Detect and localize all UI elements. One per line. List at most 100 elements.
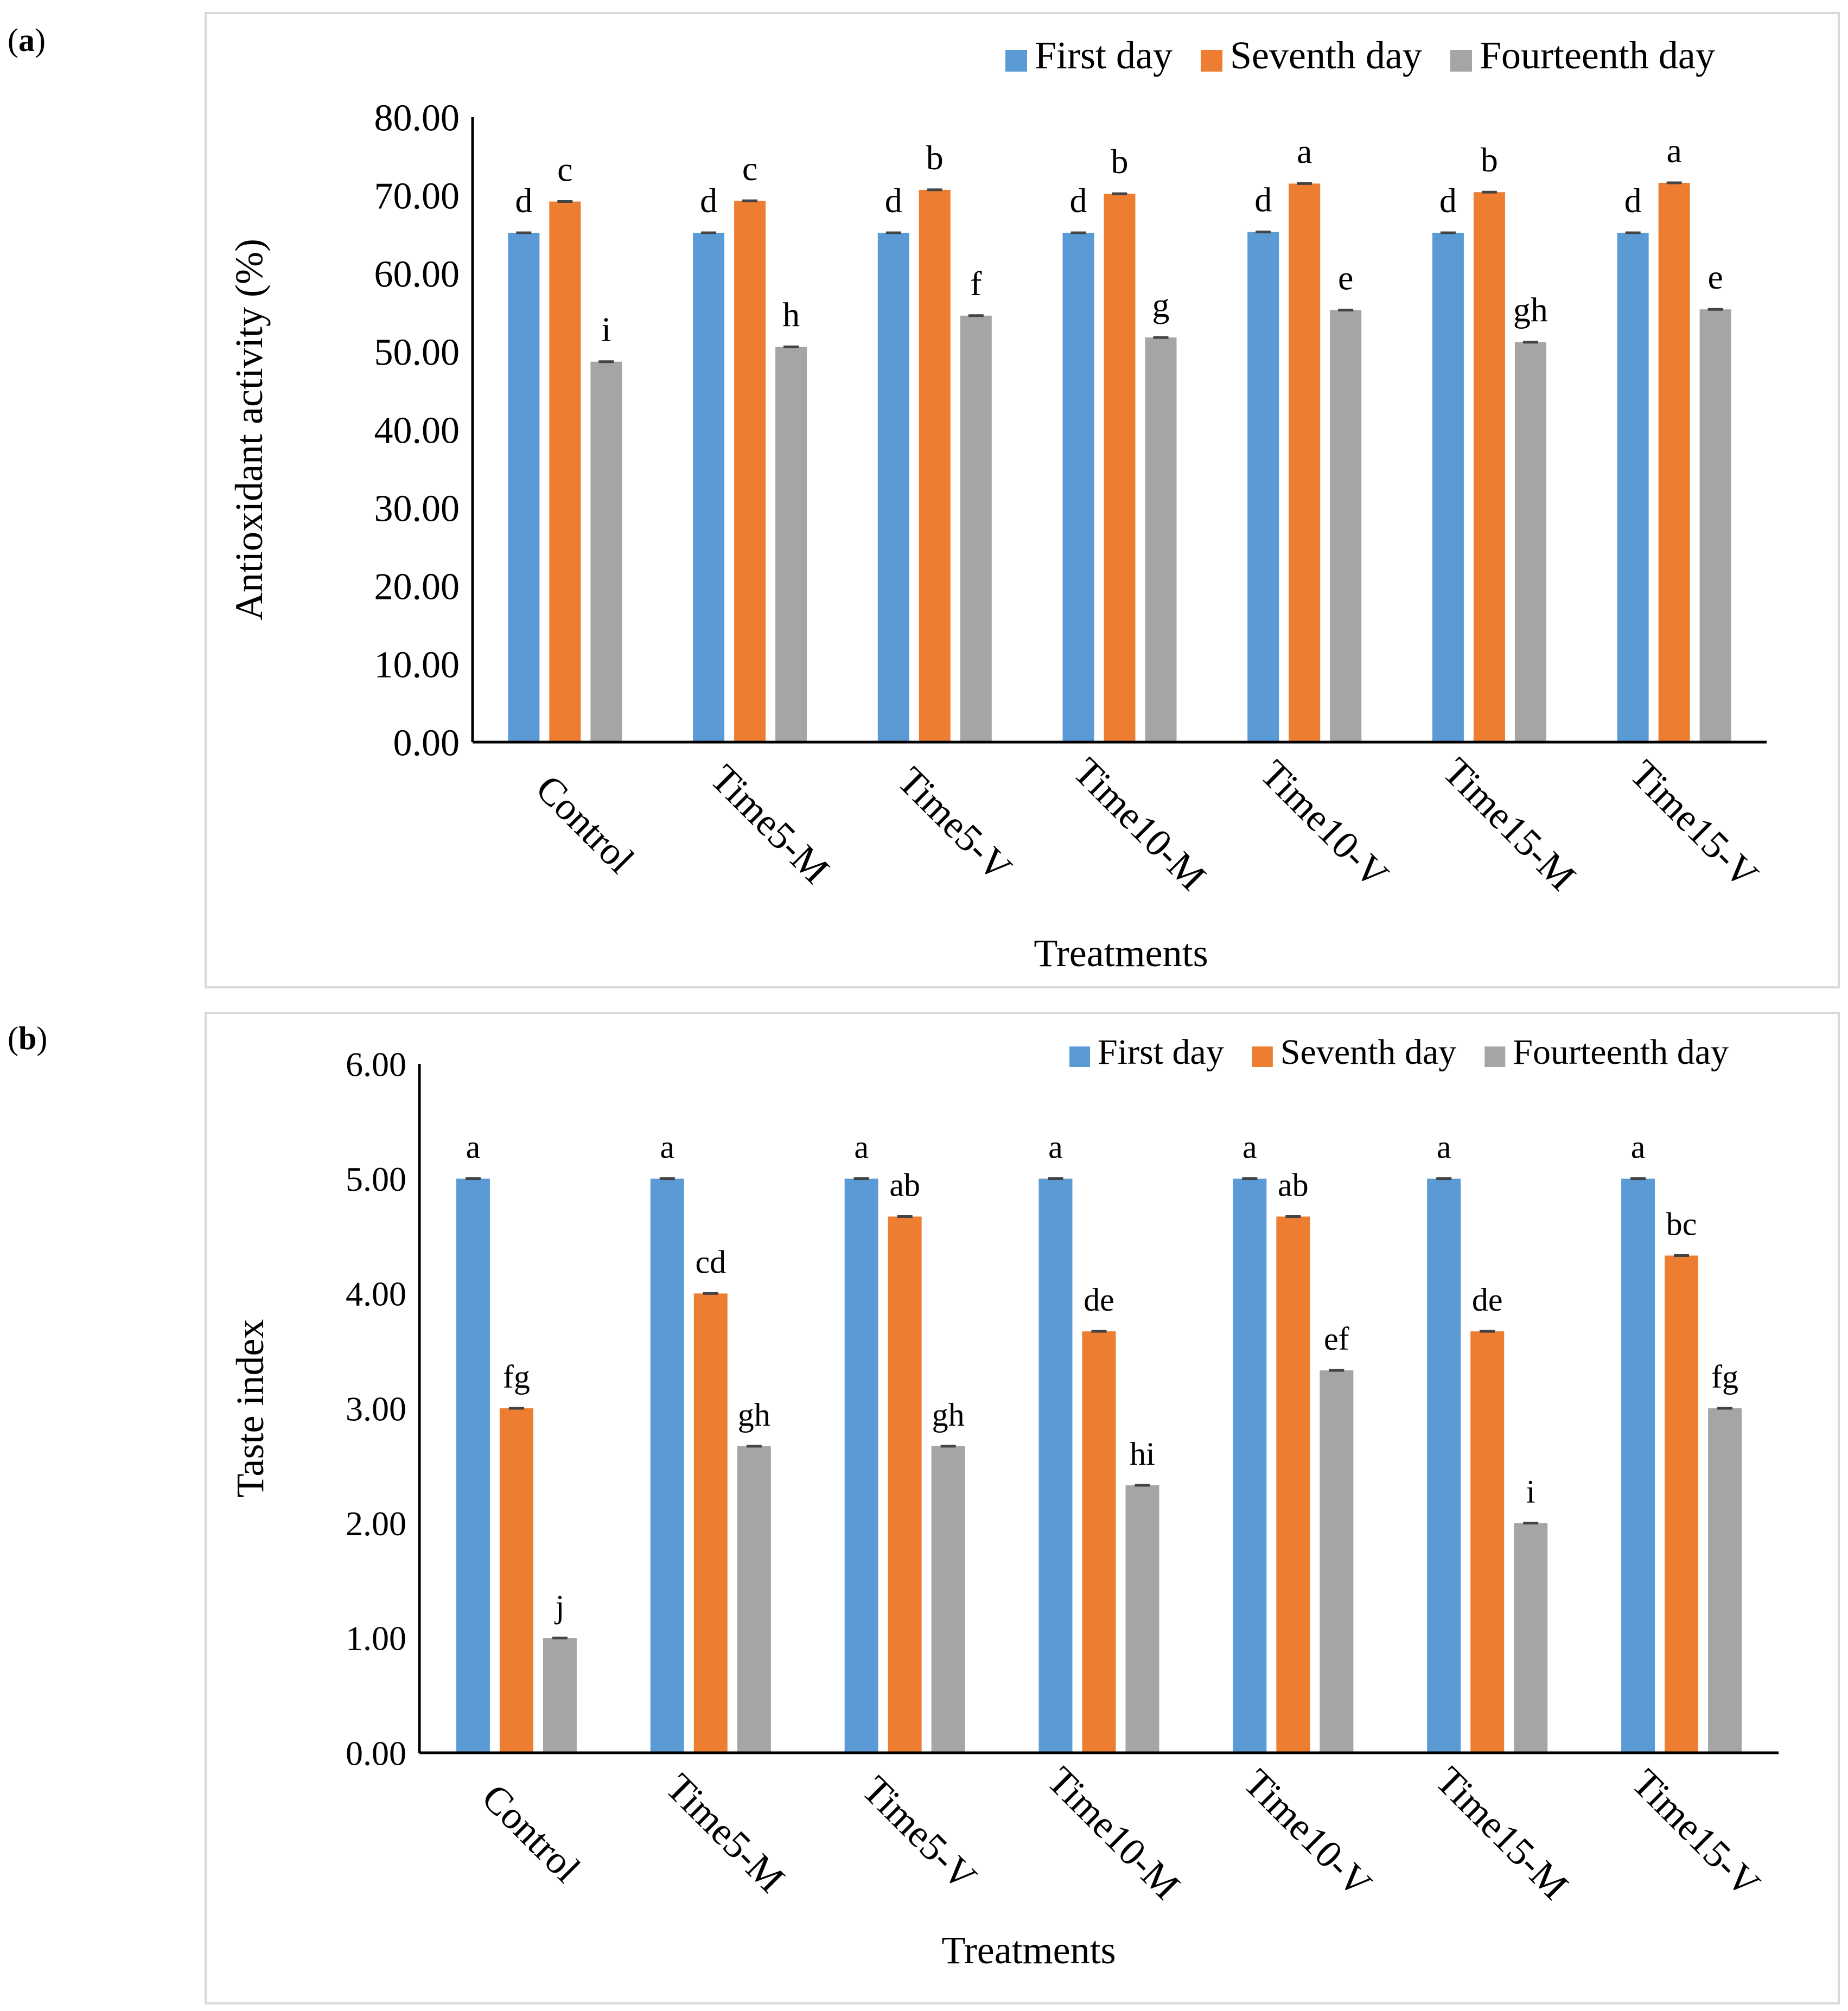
bar-first-day-time10-v — [1233, 1178, 1267, 1753]
significance-letter: f — [970, 264, 982, 303]
legend-label-first-day: First day — [1098, 1032, 1224, 1072]
bar-fourteenth-day-control — [543, 1638, 577, 1753]
bar-first-day-control — [508, 233, 540, 742]
significance-letter: a — [1297, 132, 1312, 170]
y-axis-title: Taste index — [228, 1319, 272, 1498]
significance-letter: g — [1152, 286, 1170, 324]
legend-label-fourteenth-day: Fourteenth day — [1513, 1032, 1729, 1072]
legend-label-seventh-day: Seventh day — [1280, 1032, 1456, 1072]
bar-fourteenth-day-time5-m — [775, 347, 807, 742]
significance-letter: cd — [695, 1244, 726, 1280]
significance-letter: d — [1624, 181, 1642, 220]
significance-letter: b — [1481, 141, 1498, 179]
bar-fourteenth-day-time10-v — [1330, 310, 1362, 742]
x-category-label: Time5-V — [854, 1767, 985, 1898]
legend-swatch-first-day — [1005, 50, 1027, 72]
significance-letter: fg — [503, 1359, 530, 1395]
panel-letter-a: a — [18, 22, 35, 58]
antioxidant-chart: 0.00 10.00 20.00 30.00 40.00 50.00 60.00 70.00 8… — [227, 34, 1767, 975]
y-tick-label: 4.00 — [346, 1275, 406, 1313]
x-category-label: Time10-M — [1065, 749, 1214, 898]
bar-first-day-time15-m — [1427, 1178, 1461, 1753]
significance-letter: h — [782, 295, 800, 334]
x-category-label: Time10-M — [1039, 1758, 1188, 1907]
panel-letter-b: b — [18, 1020, 37, 1056]
significance-letter: i — [1526, 1474, 1535, 1510]
x-category-label: Time5-M — [702, 756, 838, 892]
chart-b-frame: 0.00 1.00 2.00 3.00 4.00 5.00 6.00 Taste index a… — [205, 1012, 1840, 2004]
significance-letter: a — [660, 1129, 674, 1165]
y-tick-label: 2.00 — [346, 1504, 406, 1543]
significance-letter: fg — [1711, 1359, 1738, 1395]
bar-fourteenth-day-time5-v — [931, 1446, 965, 1753]
significance-letter: ef — [1324, 1321, 1349, 1357]
bar-first-day-time15-m — [1432, 233, 1464, 742]
bar-seventh-day-time10-v — [1289, 183, 1321, 742]
significance-letter: a — [466, 1129, 481, 1165]
significance-letter: gh — [1513, 291, 1548, 329]
chart-a-frame: 0.00 10.00 20.00 30.00 40.00 50.00 60.00 70.00 8… — [205, 12, 1840, 988]
bar-seventh-day-time15-m — [1470, 1331, 1505, 1753]
legend-swatch-seventh-day — [1252, 1046, 1273, 1067]
y-tick-label: 0.00 — [346, 1734, 406, 1772]
bar-seventh-day-time15-m — [1473, 192, 1505, 742]
bar-first-day-time5-v — [877, 233, 909, 742]
bar-fourteenth-day-control — [590, 361, 622, 742]
bar-seventh-day-time15-v — [1658, 182, 1690, 743]
bar-fourteenth-day-time5-v — [960, 315, 992, 742]
significance-letter: d — [700, 181, 717, 220]
bar-fourteenth-day-time15-m — [1514, 342, 1546, 742]
bar-first-day-time5-v — [844, 1178, 878, 1753]
significance-letter: b — [1111, 142, 1129, 181]
bar-first-day-time10-m — [1062, 233, 1094, 742]
x-category-label: Time5-M — [658, 1765, 793, 1901]
x-category-label: Time15-M — [1428, 1758, 1577, 1907]
bar-fourteenth-day-time15-v — [1708, 1408, 1742, 1753]
significance-letter: c — [742, 149, 757, 188]
panel-label-b: (b) — [8, 1020, 48, 1056]
bar-seventh-day-time10-m — [1082, 1331, 1116, 1753]
bar-fourteenth-day-time10-m — [1125, 1485, 1159, 1753]
legend-label-first-day: First day — [1035, 34, 1172, 77]
panel-label-a: (a) — [8, 22, 46, 58]
x-category-label: Time10-V — [1252, 752, 1397, 897]
bar-seventh-day-time5-v — [919, 189, 951, 742]
significance-letter: a — [854, 1129, 869, 1165]
y-tick-label: 40.00 — [374, 410, 460, 452]
x-category-label: Time5-V — [889, 758, 1020, 889]
y-tick-label: 6.00 — [346, 1045, 406, 1083]
bar-fourteenth-day-time5-m — [737, 1446, 771, 1753]
bar-seventh-day-time5-m — [734, 201, 766, 743]
y-axis-title: Antioxidant activity (%) — [227, 239, 271, 621]
y-tick-label: 0.00 — [393, 723, 460, 764]
significance-letter: e — [1707, 258, 1723, 296]
y-tick-label: 5.00 — [346, 1160, 406, 1198]
x-axis-title: Treatments — [941, 1929, 1116, 1972]
x-category-label: Control — [474, 1776, 589, 1891]
significance-letter: ab — [1278, 1167, 1309, 1203]
significance-letter: d — [1070, 181, 1087, 220]
bar-first-day-time15-v — [1621, 1178, 1655, 1753]
legend-swatch-fourteenth-day — [1484, 1046, 1506, 1067]
significance-letter: a — [1048, 1129, 1063, 1165]
significance-letter: de — [1084, 1282, 1114, 1318]
legend-swatch-fourteenth-day — [1450, 50, 1472, 72]
significance-letter: d — [1254, 181, 1272, 219]
x-category-label: Time15-V — [1624, 1761, 1769, 1906]
y-tick-label: 60.00 — [374, 254, 460, 296]
bar-first-day-control — [456, 1178, 490, 1753]
bar-seventh-day-time10-m — [1104, 194, 1136, 742]
significance-letter: a — [1631, 1129, 1646, 1165]
y-tick-label: 80.00 — [374, 98, 460, 139]
y-tick-label: 30.00 — [374, 488, 460, 530]
bar-first-day-time15-v — [1617, 233, 1649, 742]
significance-letter: j — [555, 1588, 565, 1624]
significance-letter: d — [1439, 181, 1457, 220]
significance-letter: d — [885, 181, 902, 220]
significance-letter: i — [601, 310, 611, 349]
legend-label-seventh-day: Seventh day — [1230, 34, 1422, 77]
legend-swatch-seventh-day — [1201, 50, 1223, 72]
significance-letter: hi — [1130, 1436, 1155, 1472]
taste-index-chart: 0.00 1.00 2.00 3.00 4.00 5.00 6.00 Taste index a… — [228, 1032, 1779, 1972]
significance-letter: e — [1338, 259, 1353, 297]
